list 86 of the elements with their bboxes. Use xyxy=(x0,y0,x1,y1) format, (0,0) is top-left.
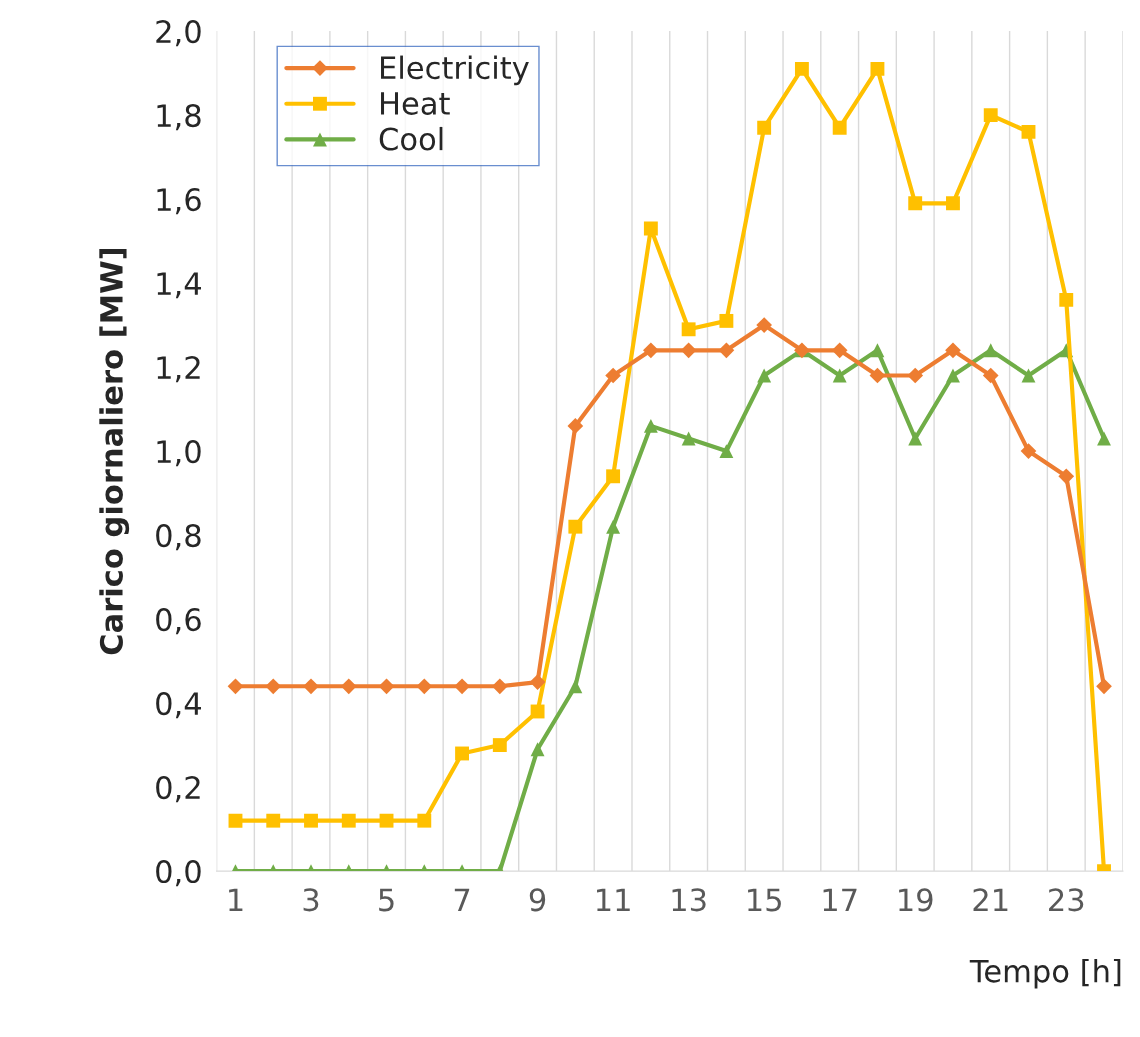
y-tick-label: 1,6 xyxy=(157,188,201,215)
point xyxy=(832,368,847,383)
y-tick-label: 1,8 xyxy=(157,104,201,131)
y-tick-label: 1,4 xyxy=(157,272,201,299)
point xyxy=(379,813,394,828)
y-tick-label: 1,2 xyxy=(157,356,200,383)
point xyxy=(908,196,923,211)
y-tick-label: 2,0 xyxy=(156,20,201,47)
x-tick-label: 5 xyxy=(379,888,394,912)
point xyxy=(983,343,998,358)
legend-label: Electricity xyxy=(381,55,529,86)
y-tick-label: 0,4 xyxy=(156,692,201,719)
y-tick-label: 0,2 xyxy=(156,776,200,803)
point xyxy=(719,313,734,328)
point xyxy=(907,367,924,384)
point xyxy=(1021,124,1036,139)
point xyxy=(378,678,395,695)
point xyxy=(340,678,357,695)
y-axis-title: Carico giornaliero [MW] xyxy=(99,248,130,655)
point xyxy=(869,367,886,384)
point xyxy=(681,322,696,337)
point xyxy=(568,519,583,534)
x-tick-label: 7 xyxy=(454,888,470,911)
point xyxy=(417,813,432,828)
point xyxy=(757,120,772,135)
point xyxy=(983,108,998,123)
legend-label: Cool xyxy=(379,126,443,151)
point xyxy=(416,678,433,695)
x-tick-label: 17 xyxy=(823,888,857,911)
point xyxy=(529,674,546,690)
point xyxy=(680,342,697,359)
point xyxy=(946,196,960,211)
point xyxy=(870,343,885,358)
x-tick-label: 11 xyxy=(597,888,630,911)
x-tick-label: 21 xyxy=(973,888,1008,911)
x-tick-label: 13 xyxy=(672,888,706,912)
point xyxy=(757,368,772,383)
point xyxy=(606,519,621,534)
y-tick-label: 0,6 xyxy=(156,608,201,635)
point xyxy=(455,746,469,761)
x-tick-label: 9 xyxy=(529,888,546,912)
point xyxy=(643,342,659,359)
point xyxy=(266,813,281,828)
point xyxy=(832,120,847,135)
point xyxy=(831,342,848,359)
x-tick-label: 19 xyxy=(899,888,933,912)
point xyxy=(1096,678,1112,695)
point xyxy=(756,317,773,333)
point xyxy=(606,469,621,484)
point xyxy=(227,678,244,695)
x-tick-label: 3 xyxy=(303,888,319,912)
point xyxy=(870,61,885,76)
point xyxy=(1059,292,1074,307)
point xyxy=(681,431,696,446)
y-tick-label: 0,0 xyxy=(156,860,201,887)
point xyxy=(908,431,923,446)
point xyxy=(946,368,960,383)
point xyxy=(228,813,243,828)
point xyxy=(304,813,318,828)
point xyxy=(491,678,508,695)
point xyxy=(605,367,621,384)
point xyxy=(718,342,735,359)
y-tick-label: 1,0 xyxy=(157,440,201,467)
x-axis-title: Tempo [h] xyxy=(969,958,1121,989)
point xyxy=(567,418,584,434)
point xyxy=(303,678,319,695)
point xyxy=(1058,468,1075,485)
point xyxy=(454,678,470,695)
point xyxy=(530,704,545,719)
point xyxy=(945,342,961,359)
y-tick-label: 0,8 xyxy=(156,524,201,551)
point xyxy=(492,738,507,753)
point xyxy=(341,813,356,828)
point xyxy=(982,367,999,384)
point xyxy=(568,679,583,694)
x-tick-label: 23 xyxy=(1049,888,1084,912)
point xyxy=(643,418,658,433)
point xyxy=(1020,443,1037,459)
x-tick-label: 1 xyxy=(229,888,243,911)
point xyxy=(643,221,658,236)
x-tick-label: 15 xyxy=(748,888,781,912)
point xyxy=(719,444,734,459)
legend-label: Heat xyxy=(381,92,450,115)
point xyxy=(794,61,809,76)
point xyxy=(530,742,545,757)
point xyxy=(265,678,282,695)
